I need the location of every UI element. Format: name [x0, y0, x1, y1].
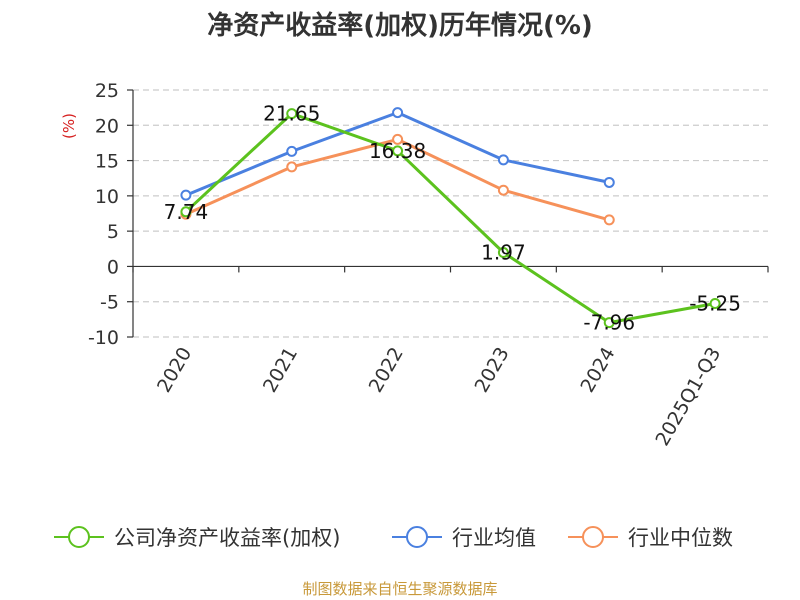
legend-item-2: 行业中位数 — [568, 526, 733, 550]
data-point — [709, 297, 721, 309]
x-tick-label: 2021 — [259, 344, 302, 397]
data-point — [180, 189, 192, 201]
series-line — [184, 112, 716, 325]
data-point — [392, 107, 404, 119]
legend-label: 公司净资产收益率(加权) — [114, 526, 340, 550]
legend-item-1: 行业均值 — [392, 526, 536, 550]
grid-lines — [127, 89, 768, 338]
data-point — [180, 206, 192, 218]
data-label: 7.74 — [164, 200, 209, 224]
data-point — [286, 145, 298, 157]
axes — [132, 90, 769, 337]
series-0 — [180, 108, 721, 329]
legend: 公司净资产收益率(加权) 行业均值 行业中位数 — [54, 526, 733, 550]
data-label: -5.25 — [689, 291, 741, 315]
data-point — [392, 133, 404, 145]
data-point — [286, 108, 298, 120]
x-tick-label: 2020 — [153, 344, 196, 397]
y-tick-label: -5 — [100, 292, 119, 314]
y-tick-labels: 25 20 15 10 5 0 -5 -10 — [88, 80, 119, 349]
x-tick-label: 2024 — [576, 344, 619, 397]
chart-title: 净资产收益率(加权)历年情况(%) — [207, 10, 593, 41]
legend-marker — [582, 526, 604, 548]
y-tick-label: 25 — [95, 80, 119, 102]
x-tick-label: 2022 — [365, 344, 408, 397]
legend-item-0: 公司净资产收益率(加权) — [54, 526, 340, 550]
y-tick-label: -10 — [88, 327, 119, 349]
data-label: 16.38 — [369, 139, 426, 163]
data-series — [180, 107, 721, 329]
legend-marker — [68, 526, 90, 548]
x-tick-label: 2025Q1-Q3 — [651, 344, 725, 450]
data-point — [603, 176, 615, 188]
data-point — [497, 184, 509, 196]
series-1 — [180, 107, 615, 201]
data-point — [497, 154, 509, 166]
legend-label: 行业均值 — [452, 526, 536, 550]
y-tick-label: 10 — [95, 186, 119, 208]
legend-label: 行业中位数 — [628, 526, 733, 550]
data-point — [286, 161, 298, 173]
data-label: 21.65 — [263, 102, 320, 126]
data-label: 1.97 — [481, 241, 526, 265]
y-tick-label: 15 — [95, 151, 119, 173]
x-tick-label: 2023 — [471, 343, 514, 396]
data-point — [497, 247, 509, 259]
data-point — [603, 317, 615, 329]
legend-marker — [406, 526, 428, 548]
x-tick-labels: 2020 2021 2022 2023 2024 2025Q1-Q3 — [153, 343, 725, 449]
data-point — [392, 145, 404, 157]
y-tick-label: 0 — [107, 256, 119, 278]
y-axis-unit-label: (%) — [60, 113, 78, 139]
y-tick-label: 5 — [107, 221, 119, 243]
data-labels: 7.74 21.65 16.38 1.97 -7.96 -5.25 — [164, 102, 741, 335]
data-label: -7.96 — [583, 311, 635, 335]
source-note: 制图数据来自恒生聚源数据库 — [302, 580, 497, 598]
data-point — [603, 214, 615, 226]
y-tick-label: 20 — [95, 115, 119, 137]
